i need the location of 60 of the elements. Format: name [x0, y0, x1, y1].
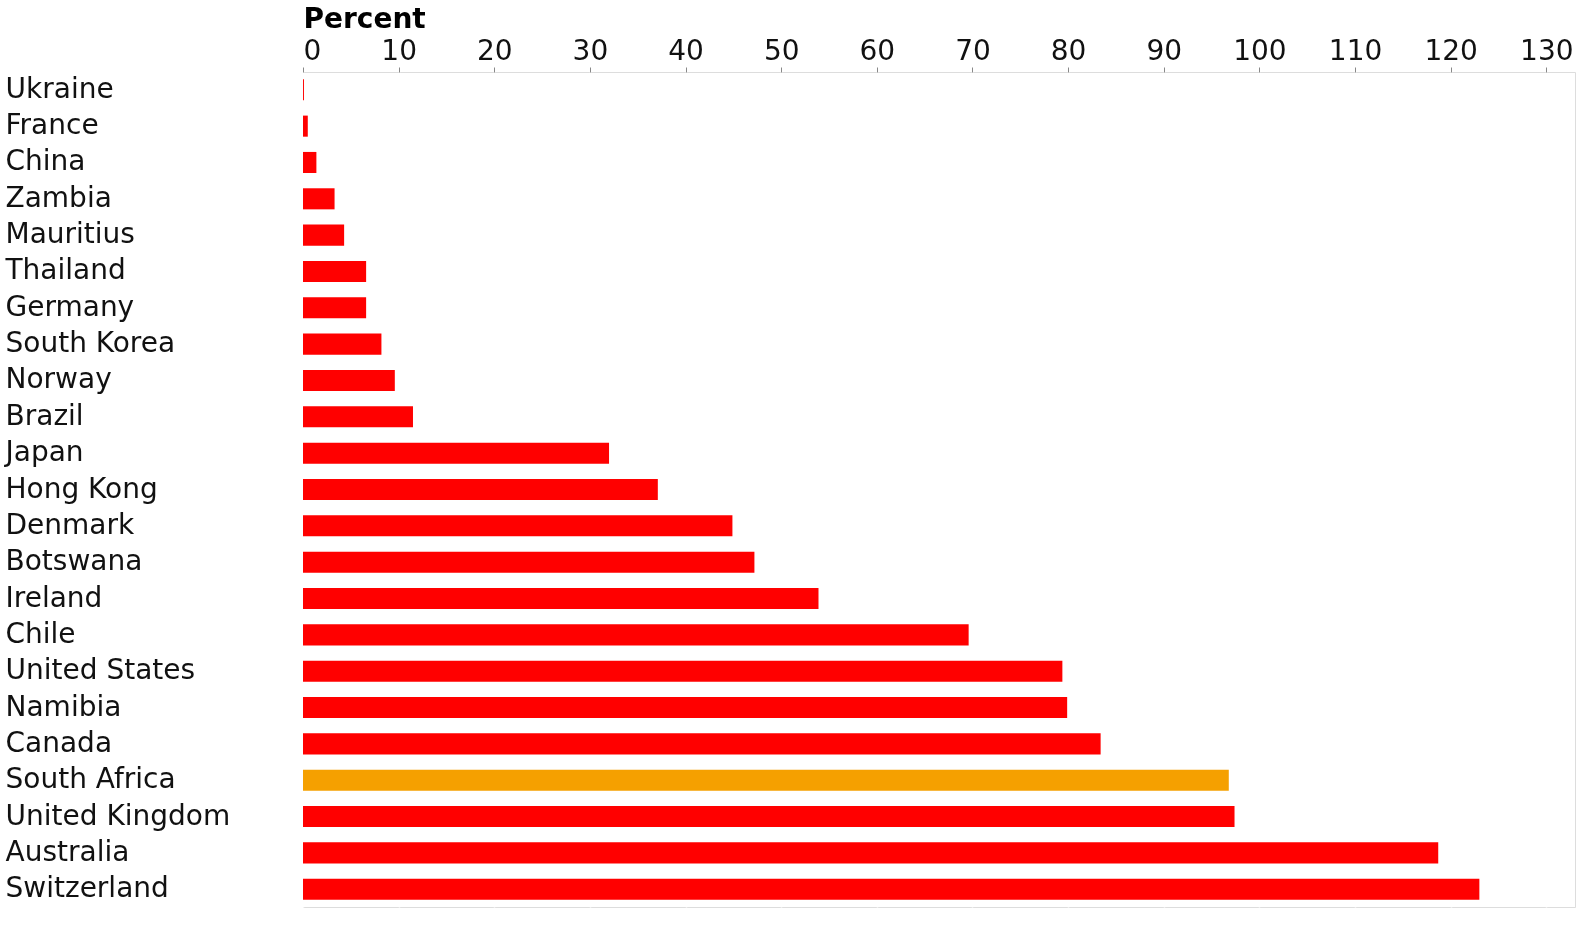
bar: [303, 660, 1063, 682]
bar: [303, 551, 755, 573]
y-tick-label: Germany: [5, 289, 135, 323]
bar: [303, 842, 1439, 864]
x-tick-label: 10: [381, 33, 417, 67]
x-tick-label: 60: [859, 33, 896, 67]
x-tick-label: 0: [303, 33, 322, 67]
y-tick-label: Norway: [5, 362, 112, 396]
y-tick-label: China: [5, 144, 86, 178]
bar: [303, 515, 733, 537]
bar: [303, 188, 335, 210]
y-tick-label: Ireland: [5, 580, 103, 614]
bar: [303, 587, 819, 610]
y-tick-label: Japan: [3, 435, 84, 469]
y-tick-label: United Kingdom: [5, 798, 231, 832]
x-tick-label: 90: [1146, 33, 1183, 67]
bar: [303, 224, 345, 246]
y-tick-label: Ukraine: [5, 71, 114, 105]
x-tick-label: 20: [476, 33, 513, 67]
y-tick-label: Botswana: [5, 544, 143, 578]
x-tick-label: 70: [955, 33, 991, 67]
bar: [303, 333, 382, 355]
bar: [303, 805, 1235, 828]
y-tick-label: South Africa: [5, 762, 176, 796]
y-tick-label: Zambia: [5, 180, 112, 214]
y-tick-label: France: [5, 108, 99, 142]
x-tick-label: 50: [763, 33, 800, 67]
x-tick-label: 30: [572, 33, 609, 67]
y-tick-label: Australia: [5, 834, 130, 868]
bar: [303, 696, 1068, 719]
y-tick-label: Chile: [5, 616, 76, 650]
x-axis-title: Percent: [303, 1, 426, 35]
y-tick-label: United States: [5, 653, 196, 687]
x-tick-label: 40: [668, 33, 704, 67]
y-tick-label: Denmark: [5, 507, 135, 541]
bar: [303, 151, 317, 174]
y-tick-label: Canada: [5, 725, 113, 759]
y-tick-label: Thailand: [4, 253, 126, 287]
bar: [303, 769, 1229, 791]
bar: [303, 297, 367, 319]
x-tick-label: 80: [1050, 33, 1087, 67]
x-tick-label: 110: [1328, 33, 1383, 67]
bar: [303, 406, 413, 428]
x-tick-label: 120: [1424, 33, 1478, 67]
y-tick-label: Brazil: [5, 398, 84, 432]
bar: [303, 878, 1480, 900]
y-tick-label: South Korea: [5, 326, 176, 360]
bar: [303, 733, 1101, 755]
bar: [303, 624, 969, 646]
y-tick-label: Hong Kong: [5, 471, 158, 505]
bar: [303, 369, 395, 392]
y-tick-label: Switzerland: [5, 871, 169, 905]
x-tick-label: 100: [1233, 33, 1287, 67]
bar: [303, 260, 367, 283]
y-tick-label: Namibia: [5, 689, 122, 723]
y-tick-label: Mauritius: [5, 217, 135, 251]
bar: [303, 115, 308, 137]
bar: [303, 478, 658, 501]
bar: [303, 442, 610, 464]
x-tick-label: 130: [1520, 33, 1574, 67]
